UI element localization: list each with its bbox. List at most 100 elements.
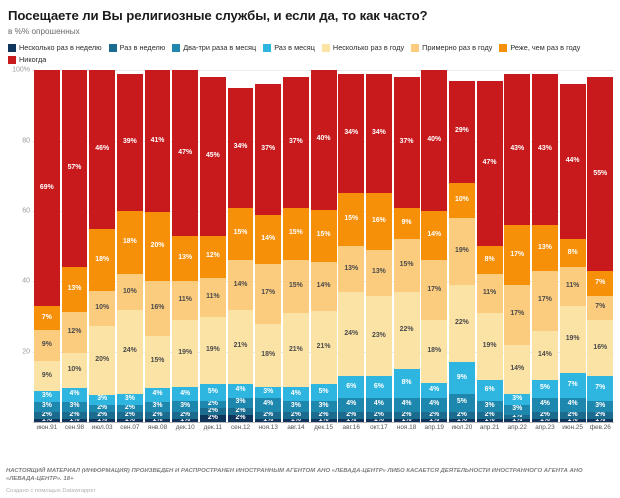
bar-segment[interactable]: 10% bbox=[61, 353, 88, 388]
bar-segment[interactable]: 15% bbox=[338, 193, 365, 247]
bar-segment[interactable]: 39% bbox=[116, 73, 143, 212]
bar-segment[interactable]: 18% bbox=[89, 228, 116, 292]
bar-column[interactable]: 37% 14% 17% 18% 3% 4% 2% 1% bbox=[255, 70, 282, 423]
bar-segment[interactable]: 19% bbox=[199, 316, 226, 384]
bar-segment[interactable]: 4% bbox=[144, 387, 171, 402]
bar-segment[interactable]: 14% bbox=[310, 261, 337, 311]
bar-segment[interactable]: 6% bbox=[365, 376, 392, 398]
bar-segment[interactable]: 3% bbox=[61, 401, 88, 412]
bar-segment[interactable]: 18% bbox=[116, 211, 143, 275]
bar-segment[interactable]: 14% bbox=[227, 260, 254, 310]
bar-segment[interactable]: 3% bbox=[116, 394, 143, 405]
bar-segment[interactable]: 21% bbox=[282, 313, 309, 388]
bar-segment[interactable]: 3% bbox=[255, 387, 282, 398]
bar-segment[interactable]: 5% bbox=[448, 394, 475, 412]
bar-segment[interactable]: 2% bbox=[144, 411, 171, 419]
bar-segment[interactable]: 1% bbox=[421, 418, 448, 423]
bar-column[interactable]: 47% 8% 11% 19% 6% 3% 2% 1% bbox=[476, 70, 503, 423]
bar-segment[interactable]: 17% bbox=[421, 260, 448, 321]
bar-segment[interactable]: 40% bbox=[310, 70, 337, 210]
bar-segment[interactable]: 14% bbox=[531, 330, 558, 380]
bar-segment[interactable]: 5% bbox=[199, 383, 226, 402]
bar-segment[interactable]: 34% bbox=[338, 73, 365, 194]
bar-segment[interactable]: 18% bbox=[255, 323, 282, 388]
bar-segment[interactable]: 3% bbox=[172, 401, 199, 412]
bar-segment[interactable]: 3% bbox=[504, 404, 531, 416]
bar-segment[interactable]: 3% bbox=[144, 401, 171, 412]
bar-segment[interactable]: 3% bbox=[282, 401, 309, 412]
bar-segment[interactable]: 24% bbox=[116, 309, 143, 395]
bar-segment[interactable]: 9% bbox=[393, 207, 420, 240]
bar-segment[interactable]: 16% bbox=[365, 193, 392, 250]
bar-segment[interactable]: 7% bbox=[559, 372, 586, 398]
bar-segment[interactable]: 13% bbox=[61, 266, 88, 312]
bar-segment[interactable]: 12% bbox=[61, 311, 88, 354]
legend-item[interactable]: Раз в месяц bbox=[263, 42, 315, 53]
bar-column[interactable]: 46%18%10%20%3%2%2%1% bbox=[89, 70, 116, 423]
bar-segment[interactable]: 8% bbox=[476, 246, 503, 275]
bar-segment[interactable]: 37% bbox=[393, 77, 420, 208]
bar-segment[interactable]: 14% bbox=[504, 344, 531, 395]
bar-column[interactable]: 69%7%9%9%3%3%2%1% bbox=[33, 70, 60, 423]
bar-segment[interactable]: 15% bbox=[310, 209, 337, 262]
bar-segment[interactable]: 4% bbox=[61, 387, 88, 402]
bar-segment[interactable]: 1% bbox=[559, 418, 586, 423]
bar-segment[interactable]: 19% bbox=[476, 313, 503, 380]
bar-segment[interactable]: 3% bbox=[227, 397, 254, 409]
bar-segment[interactable]: 3% bbox=[587, 401, 614, 412]
bar-segment[interactable]: 1% bbox=[144, 418, 171, 423]
bar-segment[interactable]: 23% bbox=[365, 295, 392, 377]
bar-segment[interactable]: 15% bbox=[227, 207, 254, 261]
bar-segment[interactable]: 1% bbox=[504, 415, 531, 419]
bar-segment[interactable]: 8% bbox=[559, 239, 586, 268]
bar-segment[interactable]: 13% bbox=[172, 235, 199, 282]
bar-column[interactable]: 43% 13% 17% 14% 5% 4% 2% 1% bbox=[531, 70, 558, 423]
bar-segment[interactable]: 19% bbox=[172, 320, 199, 388]
bar-column[interactable]: 37% 15% 15% 21% 4% 3% 2% 1% bbox=[282, 70, 309, 423]
bar-segment[interactable]: 4% bbox=[531, 397, 558, 412]
bar-segment[interactable]: 21% bbox=[227, 309, 254, 384]
bar-column[interactable]: 34% 15% 13% 24% 6% 4% 2% 1% bbox=[338, 70, 365, 423]
legend-item[interactable]: Примерно раз в году bbox=[411, 42, 492, 53]
bar-column[interactable]: 29% 10% 19% 22% 9% 5% 2% 1% bbox=[448, 70, 475, 423]
legend-item[interactable]: Раз в неделю bbox=[108, 42, 165, 53]
bar-column[interactable]: 45% 12% 11% 19% 5% 2% 2% 2% bbox=[199, 70, 226, 423]
bar-segment[interactable]: 2% bbox=[448, 411, 475, 419]
bar-segment[interactable]: 19% bbox=[559, 306, 586, 373]
bar-segment[interactable]: 43% bbox=[504, 73, 531, 226]
bar-segment[interactable]: 9% bbox=[448, 362, 475, 395]
bar-segment[interactable]: 2% bbox=[33, 411, 60, 419]
bar-segment[interactable]: 44% bbox=[559, 84, 586, 240]
bar-column[interactable]: 34% 15% 14% 21% 4% 3% 2% 2% bbox=[227, 70, 254, 423]
bar-segment[interactable]: 2% bbox=[421, 411, 448, 419]
bar-segment[interactable]: 2% bbox=[310, 411, 337, 419]
bar-column[interactable]: 40%15%14%21%5%3%2%1% bbox=[310, 70, 337, 423]
bar-segment[interactable]: 45% bbox=[199, 77, 226, 236]
bar-column[interactable]: 41%20%16%15%4%3%2%1% bbox=[144, 70, 171, 423]
bar-segment[interactable]: 4% bbox=[172, 387, 199, 402]
bar-segment[interactable]: 8% bbox=[393, 369, 420, 398]
bar-segment[interactable]: 2% bbox=[116, 404, 143, 412]
bar-segment[interactable]: 21% bbox=[310, 310, 337, 384]
bar-segment[interactable]: 47% bbox=[172, 70, 199, 236]
bar-segment[interactable]: 2% bbox=[559, 411, 586, 419]
bar-segment[interactable]: 14% bbox=[255, 214, 282, 264]
bar-segment[interactable]: 4% bbox=[282, 387, 309, 402]
bar-segment[interactable]: 7% bbox=[587, 295, 614, 321]
bar-segment[interactable]: 13% bbox=[531, 225, 558, 271]
bar-segment[interactable]: 2% bbox=[587, 411, 614, 419]
bar-segment[interactable]: 9% bbox=[33, 360, 60, 392]
bar-segment[interactable]: 7% bbox=[33, 306, 60, 330]
legend-item[interactable]: Два-три раза в месяц bbox=[172, 42, 256, 53]
bar-segment[interactable]: 15% bbox=[144, 335, 171, 388]
bar-segment[interactable]: 1% bbox=[531, 418, 558, 423]
bar-segment[interactable]: 1% bbox=[393, 418, 420, 423]
bar-segment[interactable]: 3% bbox=[504, 394, 531, 405]
bar-segment[interactable]: 9% bbox=[33, 329, 60, 361]
bar-segment[interactable]: 2% bbox=[227, 415, 254, 423]
bar-segment[interactable]: 37% bbox=[255, 84, 282, 215]
bar-segment[interactable]: 46% bbox=[89, 70, 116, 229]
bar-segment[interactable]: 2% bbox=[531, 411, 558, 419]
bar-column[interactable]: 39% 18% 10% 24% 3% 2% 2% 1% bbox=[116, 70, 143, 423]
bar-segment[interactable]: 1% bbox=[282, 418, 309, 423]
